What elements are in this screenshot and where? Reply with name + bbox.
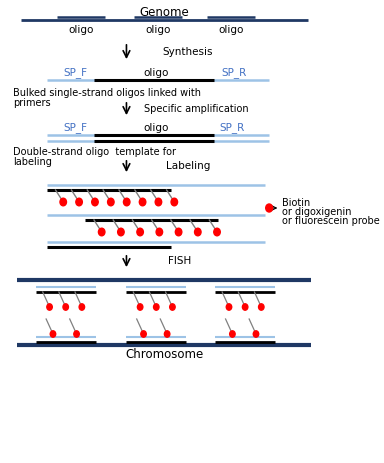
Ellipse shape <box>74 331 79 337</box>
Ellipse shape <box>63 304 68 310</box>
Text: or fluorescein probe: or fluorescein probe <box>282 216 380 226</box>
Text: oligo: oligo <box>68 25 94 35</box>
Ellipse shape <box>76 198 82 206</box>
Ellipse shape <box>47 304 52 310</box>
Ellipse shape <box>79 304 84 310</box>
Ellipse shape <box>171 198 177 206</box>
Text: primers: primers <box>13 98 50 108</box>
Text: oligo: oligo <box>218 25 243 35</box>
Ellipse shape <box>50 331 56 337</box>
Text: labeling: labeling <box>13 157 52 167</box>
Ellipse shape <box>123 198 130 206</box>
Text: or digoxigenin: or digoxigenin <box>282 207 351 217</box>
Ellipse shape <box>230 331 235 337</box>
Ellipse shape <box>92 198 98 206</box>
Text: Chromosome: Chromosome <box>125 349 203 362</box>
Text: oligo: oligo <box>144 123 169 133</box>
Text: Bulked single-strand oligos linked with: Bulked single-strand oligos linked with <box>13 88 201 98</box>
Text: SP_F: SP_F <box>63 68 87 78</box>
Text: Double-strand oligo  template for: Double-strand oligo template for <box>13 147 176 157</box>
Text: Labeling: Labeling <box>166 161 210 171</box>
Ellipse shape <box>137 304 143 310</box>
Text: Biotin: Biotin <box>282 198 310 208</box>
Ellipse shape <box>214 228 220 236</box>
Text: oligo: oligo <box>146 25 171 35</box>
Ellipse shape <box>170 304 175 310</box>
Text: Genome: Genome <box>139 6 189 19</box>
Text: SP_R: SP_R <box>222 68 247 78</box>
Ellipse shape <box>156 228 162 236</box>
Ellipse shape <box>98 228 105 236</box>
Text: SP_R: SP_R <box>219 123 244 133</box>
Ellipse shape <box>139 198 146 206</box>
Ellipse shape <box>137 228 143 236</box>
Ellipse shape <box>155 198 162 206</box>
Ellipse shape <box>118 228 124 236</box>
Ellipse shape <box>266 204 273 212</box>
Ellipse shape <box>195 228 201 236</box>
Ellipse shape <box>108 198 114 206</box>
Text: FISH: FISH <box>168 256 191 266</box>
Ellipse shape <box>154 304 159 310</box>
Ellipse shape <box>226 304 232 310</box>
Text: Synthesis: Synthesis <box>163 47 213 57</box>
Ellipse shape <box>60 198 66 206</box>
Ellipse shape <box>164 331 170 337</box>
Ellipse shape <box>141 331 146 337</box>
Text: oligo: oligo <box>144 68 169 78</box>
Text: SP_F: SP_F <box>63 123 87 133</box>
Ellipse shape <box>253 331 259 337</box>
Ellipse shape <box>258 304 264 310</box>
Text: Specific amplification: Specific amplification <box>144 104 249 114</box>
Ellipse shape <box>175 228 182 236</box>
Ellipse shape <box>242 304 248 310</box>
